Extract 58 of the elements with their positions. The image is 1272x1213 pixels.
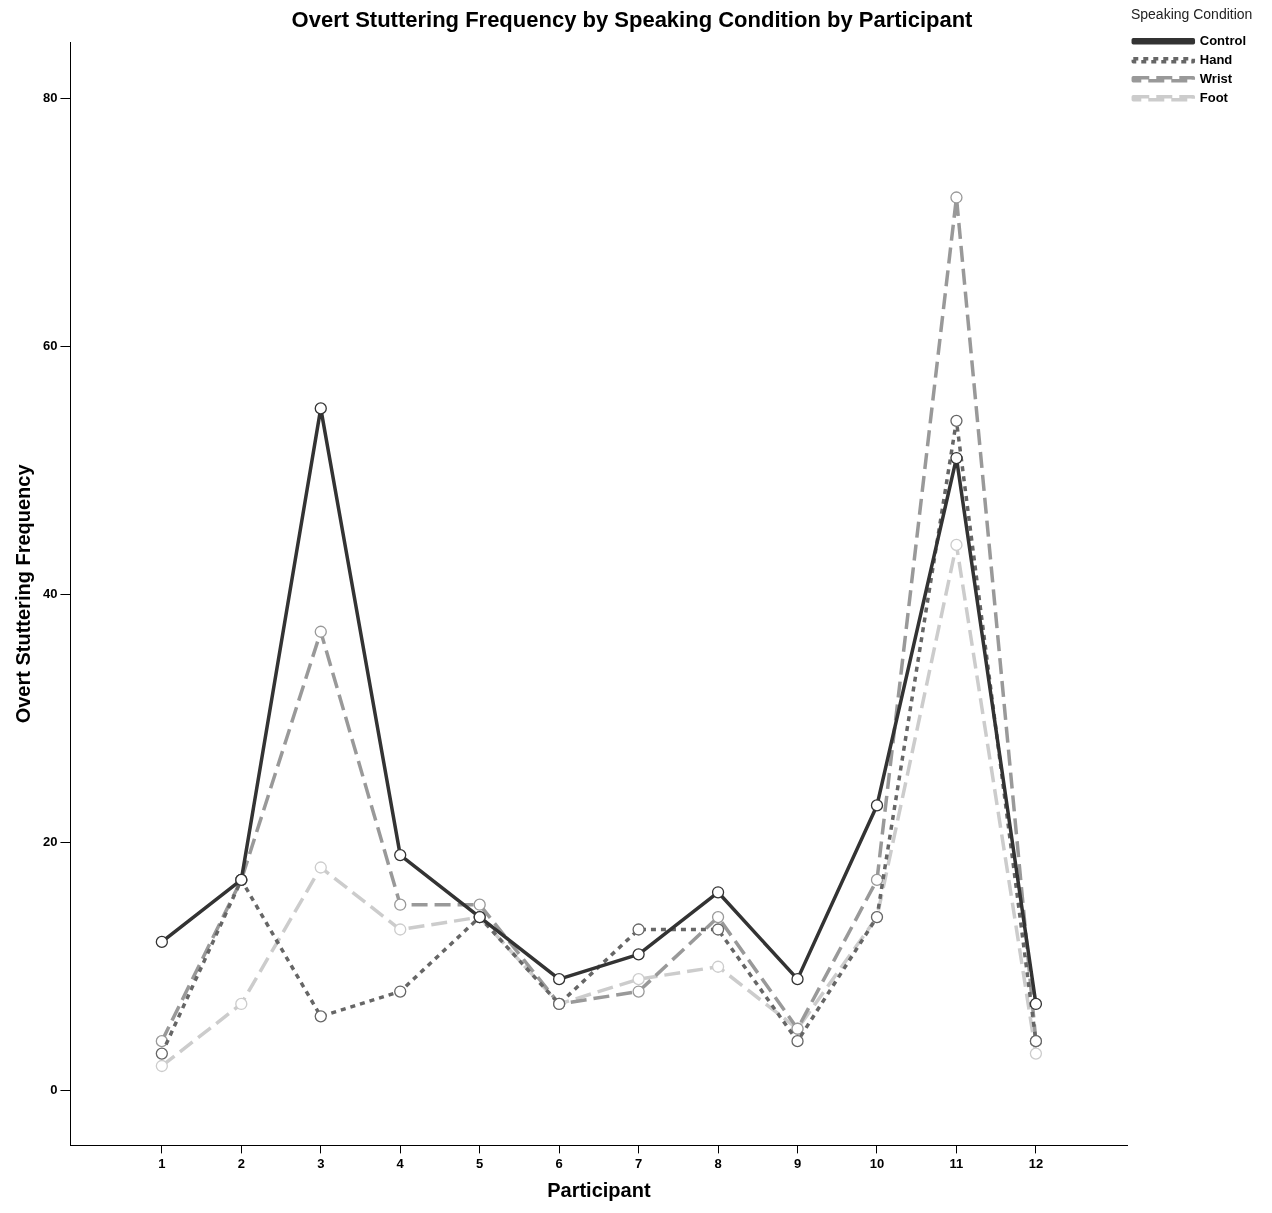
- y-tick-label: 20: [42, 834, 58, 850]
- point: [711, 923, 725, 936]
- point: [552, 972, 566, 986]
- point: [155, 1047, 168, 1060]
- x-tick-label: 1: [158, 1155, 166, 1171]
- point: [950, 414, 963, 427]
- point: [950, 191, 963, 204]
- x-tick-label: 9: [793, 1155, 802, 1171]
- point: [473, 898, 486, 911]
- point: [632, 923, 645, 936]
- point: [314, 402, 327, 415]
- x-tick-label: 3: [317, 1155, 325, 1171]
- x-tick-label: 12: [1028, 1155, 1044, 1171]
- y-axis-title: Overt Stuttering Frequency: [11, 463, 34, 724]
- x-tick-label: 5: [476, 1155, 484, 1171]
- point: [394, 923, 407, 936]
- point: [1029, 997, 1043, 1011]
- point: [155, 935, 168, 949]
- point: [950, 451, 963, 465]
- point: [870, 873, 884, 887]
- point: [235, 997, 248, 1011]
- point: [314, 625, 327, 638]
- point: [314, 861, 327, 874]
- legend-label: Wrist: [1199, 70, 1233, 86]
- point: [950, 538, 963, 552]
- x-tick-label: 6: [555, 1155, 563, 1171]
- point: [632, 985, 645, 998]
- legend-label: Hand: [1199, 51, 1233, 67]
- point: [1029, 1047, 1043, 1060]
- x-tick-label: 7: [634, 1155, 643, 1171]
- point: [314, 1010, 327, 1023]
- point: [870, 799, 884, 812]
- point: [394, 898, 407, 911]
- point: [155, 1035, 168, 1048]
- point: [632, 948, 645, 961]
- x-tick-label: 10: [869, 1155, 885, 1171]
- chart-title: Overt Stuttering Frequency by Speaking Condition by Participant: [291, 7, 974, 33]
- x-axis-title: Participant: [547, 1178, 651, 1201]
- point: [711, 960, 725, 973]
- x-tick-label: 2: [237, 1155, 245, 1171]
- legend-label: Control: [1199, 32, 1247, 48]
- x-tick-label: 8: [714, 1155, 722, 1171]
- point: [394, 985, 407, 998]
- legend-label: Foot: [1199, 89, 1229, 105]
- y-tick-label: 0: [50, 1082, 58, 1098]
- y-tick-label: 40: [42, 586, 58, 602]
- x-tick-label: 11: [949, 1155, 964, 1171]
- point: [711, 886, 725, 899]
- y-tick-label: 80: [42, 89, 58, 105]
- legend-title: Speaking Condition: [1130, 5, 1253, 22]
- point: [711, 910, 725, 924]
- x-tick-label: 4: [396, 1155, 405, 1171]
- point: [791, 1035, 804, 1048]
- point: [394, 848, 407, 862]
- point: [632, 972, 645, 986]
- y-tick-label: 60: [42, 337, 58, 353]
- point: [791, 972, 804, 986]
- point: [155, 1059, 168, 1073]
